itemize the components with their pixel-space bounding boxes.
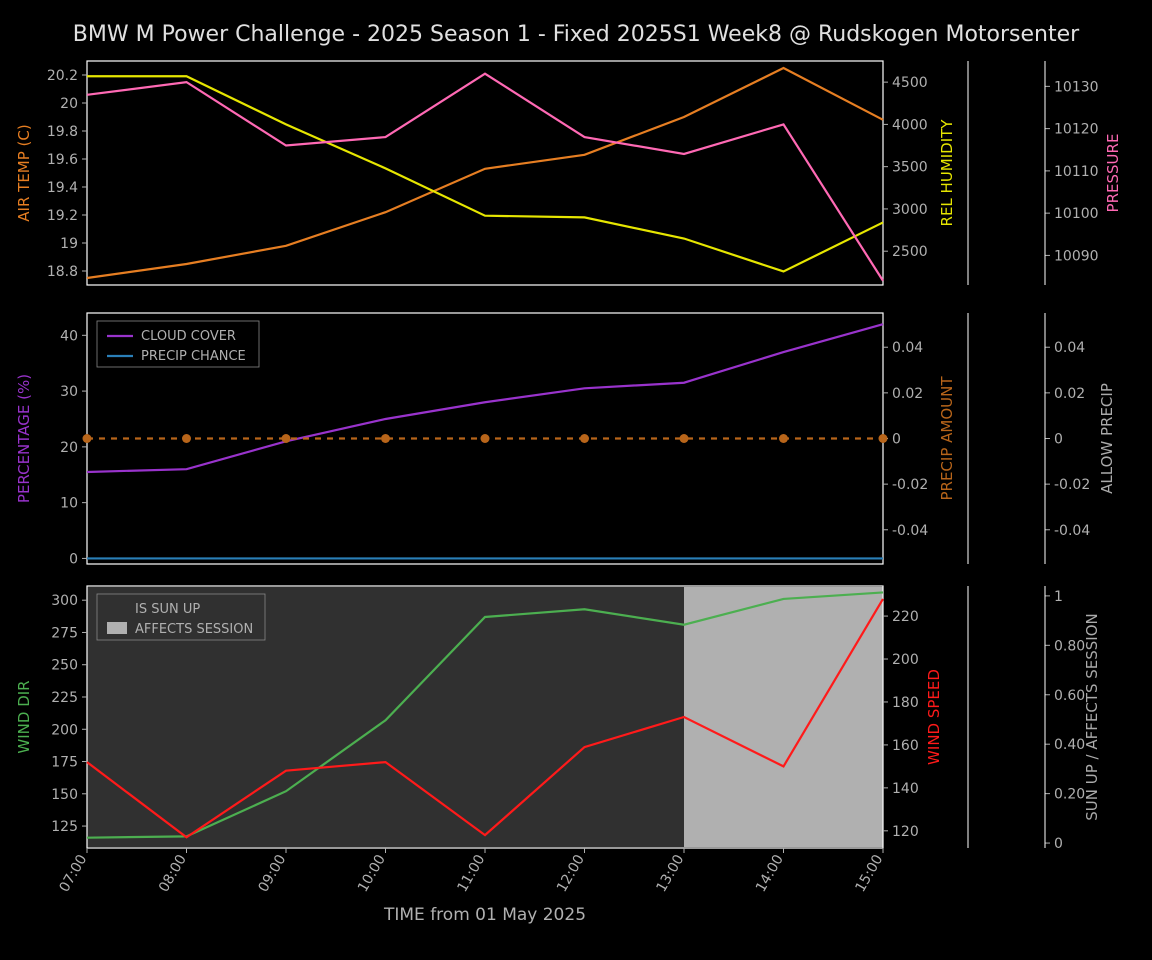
pressure-tick: 10130 xyxy=(1054,79,1099,95)
x-tick-label: 15:00 xyxy=(852,852,886,895)
wind-speed-label: WIND SPEED xyxy=(925,669,943,765)
sun-up-axis-tick: 0.80 xyxy=(1054,638,1085,654)
precip-amount-line-marker xyxy=(481,434,490,443)
air-temp-tick: 19.8 xyxy=(47,124,78,140)
precip-amount-line-marker xyxy=(779,434,788,443)
pressure-label: PRESSURE xyxy=(1104,134,1122,213)
x-tick-label: 09:00 xyxy=(255,852,289,895)
precip-amount-line-marker xyxy=(680,434,689,443)
sun-up-axis-tick: 0.40 xyxy=(1054,737,1085,753)
rel-humidity-tick: 4000 xyxy=(892,117,928,133)
wind-speed-tick: 160 xyxy=(892,738,919,754)
wind-dir-tick: 150 xyxy=(51,787,78,803)
x-tick-label: 12:00 xyxy=(554,852,588,895)
percentage-tick: 0 xyxy=(69,551,78,567)
percentage-tick: 10 xyxy=(60,496,78,512)
air-temp-tick: 20.2 xyxy=(47,68,78,84)
allow-precip-tick: 0.02 xyxy=(1054,386,1085,402)
allow-precip-tick: -0.04 xyxy=(1054,523,1090,539)
precip-amount-line-marker xyxy=(580,434,589,443)
percentage-tick: 40 xyxy=(60,328,78,344)
precip-amount-tick: 0 xyxy=(892,432,901,448)
x-axis-label: TIME from 01 May 2025 xyxy=(383,905,586,925)
allow-precip-label: ALLOW PRECIP xyxy=(1098,383,1116,494)
wind-dir-label: WIND DIR xyxy=(15,680,33,753)
precip-amount-line-marker xyxy=(83,434,92,443)
wind-dir-tick: 225 xyxy=(51,690,78,706)
wind-speed-tick: 180 xyxy=(892,695,919,711)
legend-label: PRECIP CHANCE xyxy=(141,349,246,364)
pressure-tick: 10090 xyxy=(1054,248,1099,264)
x-tick-label: 11:00 xyxy=(454,852,488,895)
pressure-tick: 10120 xyxy=(1054,122,1099,138)
air-temp-tick: 19 xyxy=(60,236,78,252)
rel-humidity-tick: 4500 xyxy=(892,75,928,91)
legend-label: CLOUD COVER xyxy=(141,329,236,344)
x-tick-label: 14:00 xyxy=(753,852,787,895)
precip-amount-label: PRECIP AMOUNT xyxy=(938,376,956,501)
wind-dir-tick: 300 xyxy=(51,593,78,609)
sun-up-axis-tick: 0.60 xyxy=(1054,688,1085,704)
rel-humidity-tick: 3500 xyxy=(892,160,928,176)
precip-amount-line-marker xyxy=(879,434,888,443)
legend-label: IS SUN UP xyxy=(135,602,200,617)
rel-humidity-tick: 3000 xyxy=(892,202,928,218)
pressure-tick: 10100 xyxy=(1054,206,1099,222)
sun-up-axis-label: SUN UP / AFFECTS SESSION xyxy=(1083,613,1101,821)
sun-up-axis-tick: 0.20 xyxy=(1054,787,1085,803)
x-tick-label: 13:00 xyxy=(653,852,687,895)
allow-precip-tick: 0.04 xyxy=(1054,340,1085,356)
percentage-label: PERCENTAGE (%) xyxy=(15,374,33,503)
wind-dir-tick: 275 xyxy=(51,625,78,641)
precip-amount-tick: -0.02 xyxy=(892,477,928,493)
precip-amount-line-marker xyxy=(182,434,191,443)
sun-up-axis-tick: 0 xyxy=(1054,836,1063,852)
wind-speed-tick: 140 xyxy=(892,781,919,797)
air-temp-tick: 19.4 xyxy=(47,180,78,196)
affects-session-band xyxy=(684,587,883,847)
legend-swatch xyxy=(107,622,127,634)
percentage-tick: 30 xyxy=(60,384,78,400)
allow-precip-tick: -0.02 xyxy=(1054,477,1090,493)
air-temp-tick: 19.6 xyxy=(47,152,78,168)
precip-amount-tick: 0.02 xyxy=(892,386,923,402)
air-temp-tick: 19.2 xyxy=(47,208,78,224)
air-temp-label: AIR TEMP (C) xyxy=(15,124,33,221)
precip-amount-line-marker xyxy=(381,434,390,443)
air-temp-tick: 20 xyxy=(60,96,78,112)
rel-humidity-label: REL HUMIDITY xyxy=(938,119,956,227)
x-tick-label: 10:00 xyxy=(355,852,389,895)
legend-swatch xyxy=(107,602,127,614)
x-tick-label: 08:00 xyxy=(156,852,190,895)
percentage-tick: 20 xyxy=(60,440,78,456)
sun-up-axis-tick: 1 xyxy=(1054,589,1063,605)
rel-humidity-tick: 2500 xyxy=(892,244,928,260)
allow-precip-tick: 0 xyxy=(1054,432,1063,448)
precip-amount-tick: 0.04 xyxy=(892,340,923,356)
chart-canvas: 18.8 19 19.2 19.4 19.6 19.8 20 20.2 AIR TEMP (C)… xyxy=(0,0,1152,960)
wind-dir-tick: 125 xyxy=(51,819,78,835)
x-tick-label: 07:00 xyxy=(56,852,90,895)
wind-dir-tick: 250 xyxy=(51,658,78,674)
wind-dir-tick: 175 xyxy=(51,755,78,771)
wind-dir-tick: 200 xyxy=(51,722,78,738)
legend-label: AFFECTS SESSION xyxy=(135,622,253,637)
precip-amount-line-marker xyxy=(282,434,291,443)
precip-amount-tick: -0.04 xyxy=(892,523,928,539)
air-temp-tick: 18.8 xyxy=(47,264,78,280)
wind-speed-tick: 120 xyxy=(892,824,919,840)
wind-speed-tick: 220 xyxy=(892,609,919,625)
wind-speed-tick: 200 xyxy=(892,652,919,668)
pressure-tick: 10110 xyxy=(1054,164,1099,180)
